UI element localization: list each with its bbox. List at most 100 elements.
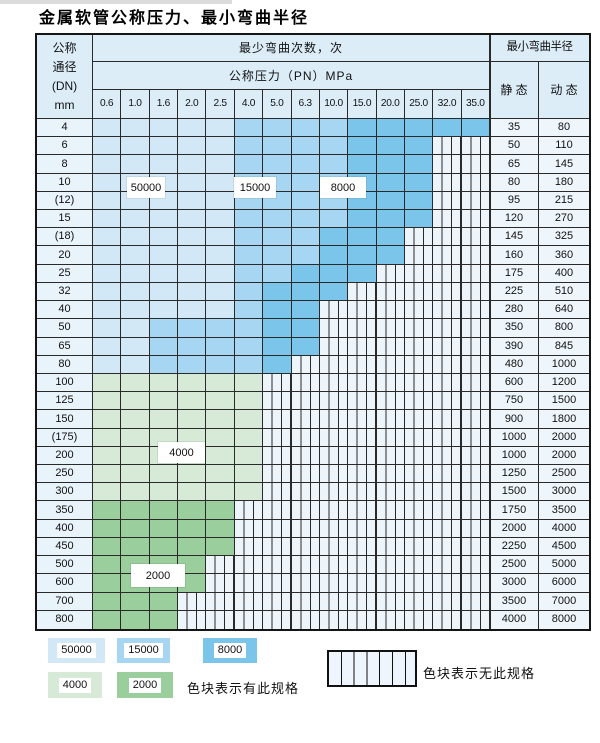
spec-cell [234,428,264,447]
dn-label: 25 [37,264,93,283]
dynamic-value: 7000 [539,592,589,611]
dn-label: 150 [37,410,93,429]
static-value: 2250 [490,537,539,557]
spec-table: 公称 通径 (DN) mm 最少弯曲次数，次 最小弯曲半径 公称压力（PN）MP… [35,33,591,631]
dn-label: 10 [37,173,93,192]
static-value: 1250 [490,465,539,484]
spec-cell [433,173,462,192]
spec-cell [461,137,490,156]
spec-cell [404,519,434,538]
spec-cell [376,119,405,138]
spec-cell [178,574,207,593]
spec-cell [121,410,150,429]
spec-cell [461,155,490,174]
spec-cell [93,446,122,466]
spec-cell [149,592,179,611]
spec-cell [433,519,462,538]
spec-cell [206,556,235,575]
static-value: 35 [490,119,539,138]
spec-cell [149,483,179,502]
spec-cell [319,355,349,374]
spec-cell [206,246,235,265]
spec-cell [178,191,207,211]
spec-cell [234,264,264,283]
spec-cell [376,446,405,466]
dn-label: 800 [37,610,93,629]
spec-cell [93,191,122,211]
spec-cell [348,446,377,466]
spec-cell [461,246,490,265]
spec-cell [376,392,405,411]
spec-cell [263,465,292,484]
spec-cell [461,574,490,593]
spec-cell [206,483,235,502]
static-value: 175 [490,264,539,283]
spec-cell [376,228,405,247]
spec-cell [291,119,320,138]
spec-cell [433,355,462,374]
legend-swatch-label: 15000 [124,643,163,658]
spec-cell [319,610,349,629]
legend-swatch-4000: 4000 [48,672,102,698]
spec-cell [291,264,320,283]
spec-cell [178,337,207,356]
pressure-col-header: 4.0 [234,90,264,119]
spec-cell [376,319,405,338]
spec-cell [404,319,434,338]
dynamic-value: 8000 [539,610,589,629]
spec-cell [263,210,292,229]
pressure-col-header: 35.0 [461,90,490,119]
spec-cell [433,155,462,174]
spec-cell [291,428,320,447]
spec-cell [206,191,235,211]
spec-cell [93,246,122,265]
spec-cell [433,483,462,502]
spec-cell [433,137,462,156]
spec-cell [206,373,235,393]
dn-label: 700 [37,592,93,611]
spec-cell [178,556,207,575]
spec-cell [461,228,490,247]
spec-cell [291,537,320,557]
static-value: 1000 [490,428,539,447]
static-value: 3500 [490,592,539,611]
spec-cell [461,446,490,466]
spec-cell [121,446,150,466]
spec-cell [404,556,434,575]
pressure-col-header: 5.0 [263,90,292,119]
static-value: 95 [490,191,539,211]
spec-cell [178,301,207,320]
dynamic-value: 4500 [539,537,589,557]
spec-cell [461,355,490,374]
spec-cell [404,592,434,611]
spec-cell [461,410,490,429]
dn-label: (175) [37,428,93,447]
spec-cell [291,392,320,411]
spec-cell [404,173,434,192]
spec-cell [178,228,207,247]
dn-label: 350 [37,501,93,520]
spec-cell [178,319,207,338]
spec-cell [376,537,405,557]
dynamic-value: 1000 [539,355,589,374]
spec-cell [121,373,150,393]
spec-cell [234,137,264,156]
spec-cell [319,282,349,302]
spec-cell [461,483,490,502]
spec-cell [263,574,292,593]
spec-cell [319,428,349,447]
page-title: 金属软管公称压力、最小弯曲半径 [39,10,310,27]
spec-cell [404,501,434,520]
spec-cell [404,119,434,138]
spec-cell [206,392,235,411]
pressure-col-header: 20.0 [376,90,405,119]
spec-cell [291,592,320,611]
spec-cell [376,337,405,356]
spec-cell [234,592,264,611]
spec-cell [461,610,490,629]
spec-cell [206,210,235,229]
legend-swatch-2000: 2000 [117,672,173,698]
spec-cell [376,355,405,374]
spec-cell [376,210,405,229]
legend-swatch-50000: 50000 [48,638,105,663]
